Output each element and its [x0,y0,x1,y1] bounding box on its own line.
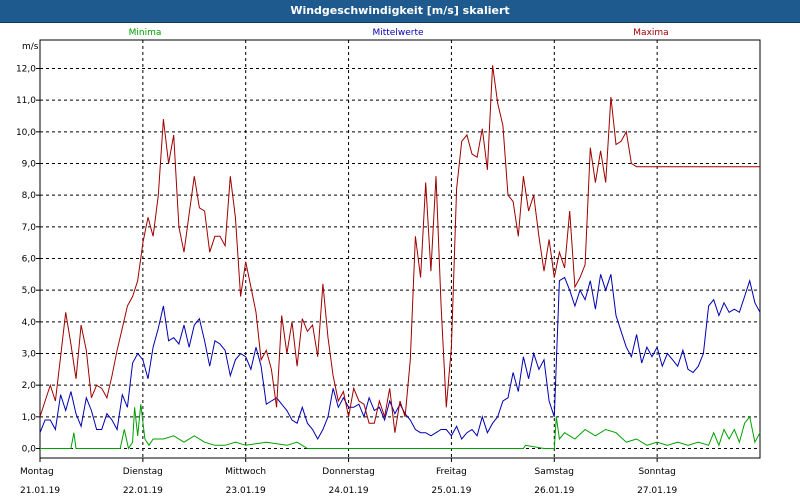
legend-entry-mittelwerte: Mittelwerte [372,28,423,38]
legend-entry-minima: Minima [129,28,162,38]
y-axis: 0,0 1,0 2,0 3,0 4,0 5,0 6,0 7,0 8,0 9,0 10,0 11,0 12… [16,65,40,455]
day-name-label: Mittwoch [225,467,266,477]
chart-title: Windgeschwindigkeit [m/s] skaliert [290,4,510,17]
y-tick-label: 4,0 [22,318,37,328]
plot-frame [39,39,761,459]
y-tick-label: 11,0 [16,96,36,106]
grid [40,40,760,458]
series-line-maxima [39,65,760,433]
day-name-label: Sonntag [638,467,675,477]
title-bar: Windgeschwindigkeit [m/s] skaliert [0,0,800,23]
y-tick-label: 5,0 [22,286,37,296]
day-date-label: 27.01.19 [637,486,677,496]
day-name-label: Montag [20,467,54,477]
y-tick-label: 0,0 [22,445,37,455]
series-line-minima [40,404,761,450]
day-name-label: Dienstag [123,467,163,477]
legend-entry-maxima: Maxima [633,28,668,38]
day-name-label: Freitag [436,467,467,477]
y-tick-label: 10,0 [16,128,36,138]
series-group [39,65,761,450]
x-axis: Montag 21.01.19 Dienstag 22.01.19 Mittwoch 23… [20,458,677,496]
day-date-label: 22.01.19 [123,486,163,496]
series-line-mittelwerte [39,274,761,441]
y-tick-label: 3,0 [22,350,37,360]
day-name-label: Donnerstag [322,467,375,477]
y-axis-label: m/s [22,42,39,52]
y-tick-label: 12,0 [16,65,36,75]
day-date-label: 24.01.19 [329,486,369,496]
y-tick-label: 1,0 [22,413,37,423]
day-name-label: Samstag [535,467,574,477]
y-tick-label: 9,0 [22,160,37,170]
day-date-label: 21.01.19 [20,486,60,496]
y-tick-label: 2,0 [22,381,37,391]
day-date-label: 23.01.19 [226,486,266,496]
y-tick-label: 6,0 [22,255,37,265]
legend: Minima Mittelwerte Maxima [129,28,669,38]
y-tick-label: 8,0 [22,191,37,201]
day-date-label: 26.01.19 [534,486,574,496]
day-date-label: 25.01.19 [431,486,471,496]
y-tick-label: 7,0 [22,223,37,233]
